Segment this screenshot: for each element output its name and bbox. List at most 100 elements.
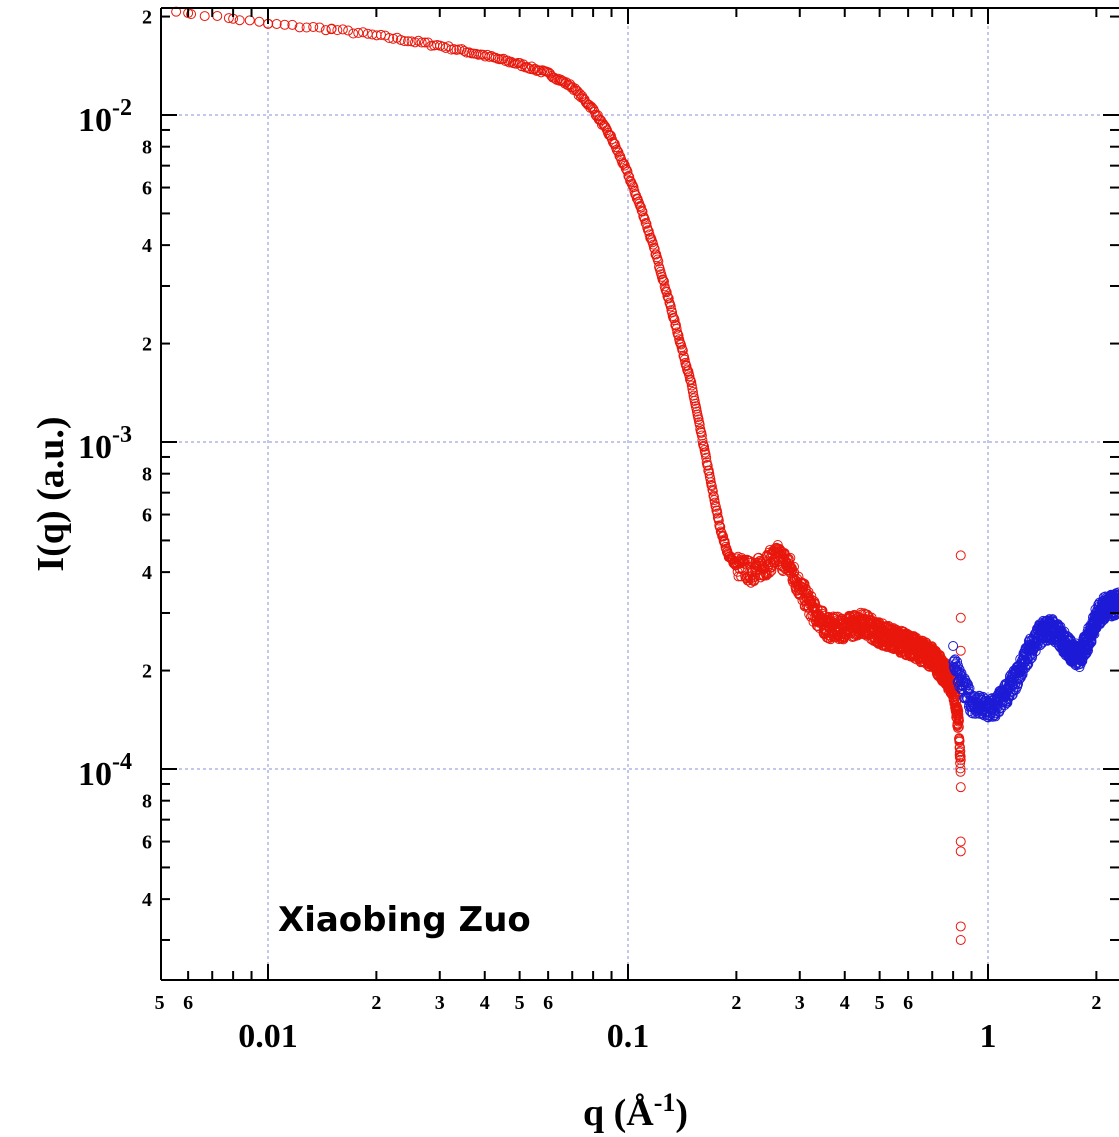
x-minor-tick-label: 6 (903, 992, 913, 1014)
data-point (1013, 679, 1024, 690)
data-point (701, 452, 712, 463)
data-point (604, 129, 615, 140)
grid (161, 8, 1119, 980)
data-point (709, 497, 720, 508)
data-point (677, 344, 688, 355)
data-point (1017, 669, 1028, 680)
data-point (621, 164, 632, 175)
data-point (670, 320, 681, 331)
data-point (776, 546, 787, 557)
data-point (658, 276, 669, 287)
data-point (705, 474, 716, 485)
data-point (490, 52, 501, 63)
data-point (480, 51, 491, 62)
author-annotation: Xiaobing Zuo (278, 900, 531, 940)
data-point (625, 175, 636, 186)
data-point (320, 25, 331, 36)
y-minor-tick-label: 4 (142, 889, 152, 911)
data-point (419, 37, 430, 48)
data-point (612, 145, 623, 156)
data-point (332, 25, 343, 36)
data-point (953, 715, 964, 726)
data-points (171, 6, 1119, 945)
data-point-outlier (955, 612, 966, 623)
data-point (953, 721, 964, 732)
data-point (244, 15, 255, 26)
data-point (599, 120, 610, 131)
data-point (1112, 600, 1119, 611)
data-point (702, 460, 713, 471)
data-point (1002, 697, 1013, 708)
x-minor-tick-label: 5 (155, 992, 165, 1014)
data-point (665, 301, 676, 312)
x-minor-tick-label: 5 (515, 992, 525, 1014)
data-point-outlier (955, 836, 966, 847)
x-major-tick-label: 1 (980, 1018, 997, 1055)
data-point (607, 136, 618, 147)
data-point (637, 206, 648, 217)
x-minor-tick-label: 2 (1091, 992, 1101, 1014)
data-point (399, 36, 410, 47)
y-minor-tick-label: 2 (142, 7, 152, 29)
data-point (279, 19, 290, 30)
data-point (556, 74, 567, 85)
data-point (577, 91, 588, 102)
data-point (636, 205, 647, 216)
x-major-tick-label: 0.1 (607, 1018, 650, 1055)
data-point (403, 36, 414, 47)
data-point (951, 661, 962, 672)
x-minor-tick-label: 6 (543, 992, 553, 1014)
data-point-outlier (955, 934, 966, 945)
data-point (710, 501, 721, 512)
data-point (687, 383, 698, 394)
y-major-tick-label: 10-4 (78, 749, 132, 793)
data-point (337, 24, 348, 35)
data-point (763, 559, 774, 570)
data-point (706, 481, 717, 492)
data-point (1081, 648, 1092, 659)
data-point (987, 711, 998, 722)
data-point (326, 24, 337, 35)
data-point (234, 15, 245, 26)
data-point (443, 41, 454, 52)
x-minor-tick-label: 2 (371, 992, 381, 1014)
x-minor-tick-label: 3 (795, 992, 805, 1014)
y-minor-tick-label: 4 (142, 235, 152, 257)
data-point (1023, 658, 1034, 669)
data-point (712, 508, 723, 519)
data-point-outlier (955, 550, 966, 561)
data-point (657, 274, 668, 285)
data-point (358, 27, 369, 38)
data-point (681, 361, 692, 372)
data-point (697, 435, 708, 446)
data-point (787, 565, 798, 576)
y-minor-tick-label: 6 (142, 178, 152, 200)
data-point (1016, 670, 1027, 681)
data-point (301, 22, 312, 33)
data-point (287, 19, 298, 30)
y-minor-tick-label: 2 (142, 334, 152, 356)
data-point (718, 531, 729, 542)
plot-background (161, 8, 1119, 980)
data-point (348, 28, 359, 39)
data-point (308, 21, 319, 32)
y-minor-tick-label: 8 (142, 791, 152, 813)
y-minor-tick-label: 8 (142, 137, 152, 159)
data-point (955, 763, 966, 774)
data-point (1112, 593, 1119, 604)
data-point (954, 735, 965, 746)
x-minor-tick-label: 6 (183, 992, 193, 1014)
x-minor-tick-label: 4 (480, 992, 490, 1014)
data-point (641, 218, 652, 229)
data-point (1113, 590, 1119, 601)
data-point (199, 11, 210, 22)
data-point (983, 712, 994, 723)
data-point (521, 61, 532, 72)
data-point (416, 37, 427, 48)
data-point (673, 330, 684, 341)
data-point-outlier (955, 645, 966, 656)
data-point (672, 329, 683, 340)
y-minor-tick-label: 2 (142, 661, 152, 683)
data-point (223, 13, 234, 24)
